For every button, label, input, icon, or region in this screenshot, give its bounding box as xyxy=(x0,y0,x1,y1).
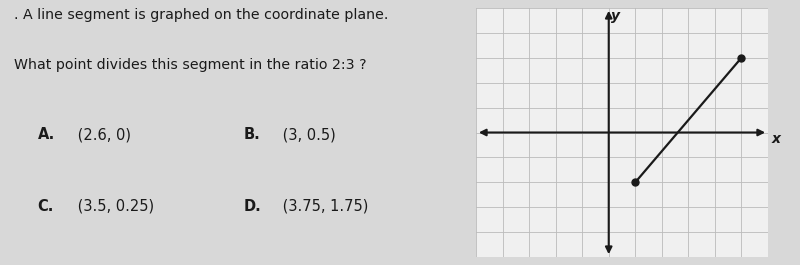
Text: (3, 0.5): (3, 0.5) xyxy=(278,127,336,142)
Text: (3.5, 0.25): (3.5, 0.25) xyxy=(73,199,154,214)
Text: x: x xyxy=(772,132,781,146)
Text: y: y xyxy=(611,9,620,23)
Text: C.: C. xyxy=(38,199,54,214)
Text: What point divides this segment in the ratio 2:3 ?: What point divides this segment in the r… xyxy=(14,58,366,72)
Text: (3.75, 1.75): (3.75, 1.75) xyxy=(278,199,369,214)
Text: (2.6, 0): (2.6, 0) xyxy=(73,127,130,142)
Text: A.: A. xyxy=(38,127,54,142)
Text: B.: B. xyxy=(243,127,260,142)
Text: . A line segment is graphed on the coordinate plane.: . A line segment is graphed on the coord… xyxy=(14,8,389,22)
Text: D.: D. xyxy=(243,199,261,214)
